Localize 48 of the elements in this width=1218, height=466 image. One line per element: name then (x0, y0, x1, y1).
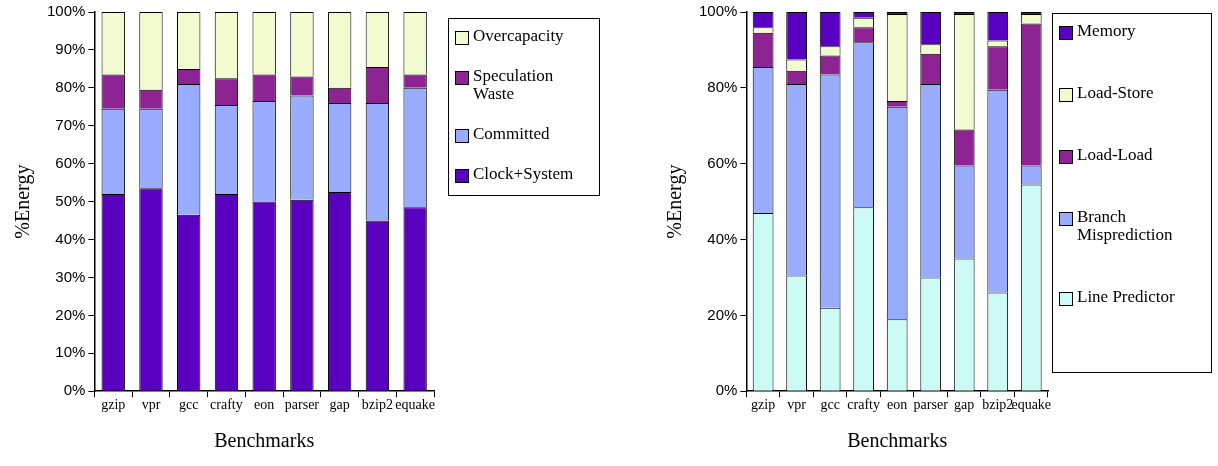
y-tick-label: 0% (715, 381, 738, 399)
x-tick-label: equake (1011, 397, 1052, 413)
x-tick-label: gcc (820, 397, 840, 413)
legend-label: Clock+System (473, 164, 574, 183)
legend-label: Overcapacity (473, 26, 564, 45)
x-tick-label: equake (395, 397, 435, 413)
x-tick-label: crafty (847, 397, 880, 413)
legend-label: Memory (1077, 21, 1136, 40)
x-tick-label: parser (913, 397, 949, 413)
legend-label: Speculation Waste (473, 66, 555, 103)
x-tick-label: gap (329, 397, 350, 413)
legend-label: Committed (473, 124, 550, 143)
y-tick-label: 20% (707, 305, 738, 323)
x-tick-label: vpr (141, 397, 161, 413)
x-tick-label: bzip2 (361, 397, 393, 413)
y-tick-label: 50% (55, 191, 86, 209)
y-tick-label: 90% (55, 40, 86, 58)
y-tick-label: 40% (707, 229, 738, 247)
y-tick-label: 70% (55, 115, 86, 133)
y-tick-label: 80% (55, 77, 86, 95)
x-tick-label: gzip (101, 397, 126, 413)
y-tick-label: 100% (698, 2, 738, 20)
legend-label: Branch Misprediction (1077, 207, 1174, 244)
x-tick-label: parser (284, 397, 320, 413)
x-tick-label: gap (954, 397, 975, 413)
x-tick-label: gzip (751, 397, 776, 413)
y-axis-title: %Energy (11, 164, 35, 239)
legend-label: Load-Load (1077, 145, 1153, 164)
legend-label: Load-Store (1077, 83, 1154, 102)
y-tick-label: 60% (707, 153, 738, 171)
y-axis-title: %Energy (663, 164, 687, 239)
y-tick-label: 0% (63, 381, 86, 399)
x-tick-label: eon (887, 397, 908, 413)
y-tick-label: 20% (55, 305, 86, 323)
x-tick-label: eon (254, 397, 275, 413)
y-tick-label: 40% (55, 229, 86, 247)
legend-label: Line Predictor (1077, 287, 1175, 306)
y-tick-label: 10% (55, 343, 86, 361)
x-axis-title: Benchmarks (847, 429, 948, 452)
y-tick-label: 100% (46, 2, 86, 20)
y-tick-label: 80% (707, 77, 738, 95)
x-axis-title: Benchmarks (214, 429, 315, 452)
y-tick-label: 60% (55, 153, 86, 171)
x-tick-label: gcc (178, 397, 199, 413)
x-tick-label: crafty (210, 397, 243, 413)
y-tick-label: 30% (55, 267, 86, 285)
x-tick-label: bzip2 (982, 397, 1014, 413)
x-tick-label: vpr (787, 397, 807, 413)
